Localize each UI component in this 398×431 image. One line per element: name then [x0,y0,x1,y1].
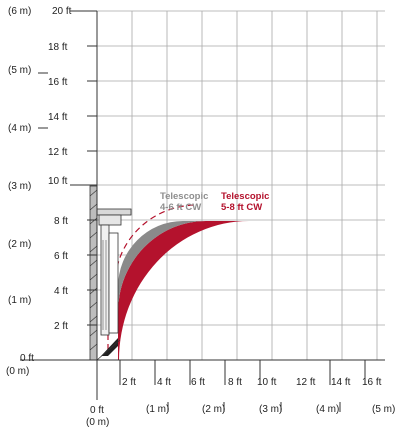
x-label-3m: (3 m) [259,404,282,415]
y-label-1m: (1 m) [8,295,31,306]
y-label-5m: (5 m) [8,65,31,76]
grey-zone-label-line1: Telescopic [160,191,208,202]
y-label-2ft: 2 ft [54,321,68,332]
telescopic-4-6-zone [118,221,206,312]
wall-fixture [89,185,132,361]
x-label-8ft: 8 ft [228,377,242,388]
y-label-0ft: 0 ft [20,353,34,364]
y-label-16ft: 16 ft [48,77,68,88]
x-label-16ft: 16 ft [362,377,382,388]
x-label-10ft: 10 ft [257,377,277,388]
x-label-5m: (5 m) [372,404,395,415]
x-label-12ft: 12 ft [296,377,316,388]
grid [97,10,385,360]
telescopic-5-8-zone [118,221,249,360]
red-zone-label-line1: Telescopic [221,191,269,202]
y-label-0m: (0 m) [6,366,29,377]
x-label-0m: (0 m) [86,417,109,428]
y-label-18ft: 18 ft [48,42,68,53]
y-label-6ft: 6 ft [54,251,68,262]
y-label-8ft: 8 ft [54,216,68,227]
x-label-4ft: 4 ft [157,377,171,388]
y-label-2m: (2 m) [8,239,31,250]
y-label-3m: (3 m) [8,181,31,192]
y-label-14ft: 14 ft [48,112,68,123]
x-label-6ft: 6 ft [191,377,205,388]
y-label-4ft: 4 ft [54,286,68,297]
y-label-10ft: 10 ft [48,176,68,187]
y-label-12ft: 12 ft [48,147,68,158]
x-label-14ft: 14 ft [331,377,351,388]
y-label-6m: (6 m) [8,6,31,17]
x-label-2ft: 2 ft [122,377,136,388]
grey-zone-label-line2: 4-6 ft CW [160,202,201,213]
x-tick-marks [119,360,366,412]
y-label-4m: (4 m) [8,123,31,134]
x-label-0ft: 0 ft [90,405,104,416]
red-zone-label-line2: 5-8 ft CW [221,202,262,213]
x-label-1m: (1 m) [146,404,169,415]
x-label-2m: (2 m) [202,404,225,415]
y-tick-marks [38,10,97,326]
x-label-4m: (4 m) [316,404,339,415]
dashed-swing-line [107,204,198,350]
y-label-20ft: 20 ft [52,6,72,17]
